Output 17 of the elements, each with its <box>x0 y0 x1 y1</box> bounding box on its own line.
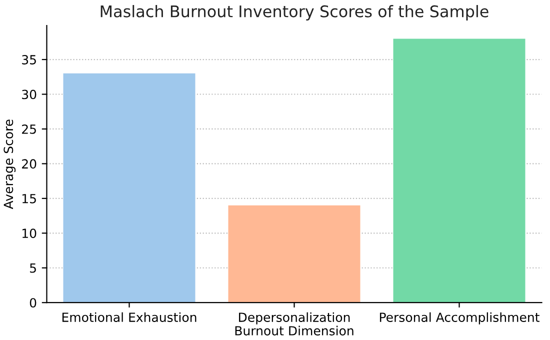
y-tick-label: 15 <box>22 194 36 204</box>
x-tick-label: Depersonalization <box>239 312 350 324</box>
y-tick-label: 10 <box>22 228 36 238</box>
x-tick-label: Emotional Exhaustion <box>62 312 196 322</box>
bar <box>393 38 526 303</box>
bar <box>228 205 360 303</box>
chart-title: Maslach Burnout Inventory Scores of the Sample <box>100 5 488 20</box>
y-tick-label: 20 <box>22 159 36 169</box>
x-tick-label: Personal Accomplishment <box>380 312 540 324</box>
y-tick-label: 35 <box>22 55 36 64</box>
x-axis-title: Burnout Dimension <box>235 326 354 336</box>
y-tick-label: 5 <box>30 264 36 273</box>
y-axis-title: Average Score <box>4 120 16 210</box>
bar <box>63 73 196 303</box>
y-tick-label: 0 <box>30 298 36 308</box>
y-tick-label: 30 <box>22 90 36 100</box>
y-tick-label: 25 <box>22 124 36 134</box>
